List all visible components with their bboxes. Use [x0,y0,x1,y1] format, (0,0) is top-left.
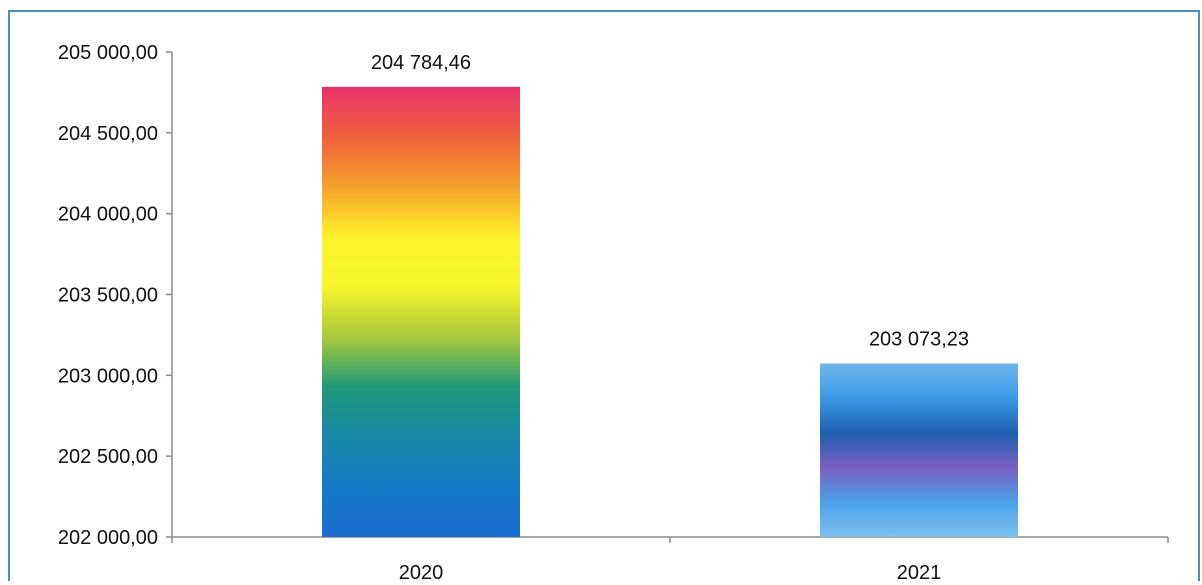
labels: 202 000,00 202 500,00 203 000,00 203 500,00… [58,42,969,584]
x-tick-label-2021: 2021 [897,562,942,584]
y-tick-label: 205 000,00 [58,42,158,64]
bar-2021 [820,363,1018,537]
chart-frame [8,10,1200,581]
data-label-2021: 203 073,23 [869,328,969,350]
bar-2020 [322,86,520,537]
x-tick-label-2020: 2020 [399,562,444,584]
y-tick-label: 202 500,00 [58,446,158,468]
y-tick-label: 203 500,00 [58,285,158,307]
data-label-2020: 204 784,46 [371,52,471,74]
bars [322,86,1018,537]
y-tick-label: 202 000,00 [58,527,158,549]
y-tick-label: 204 500,00 [58,123,158,145]
y-tick-label: 204 000,00 [58,204,158,226]
y-tick-label: 203 000,00 [58,365,158,387]
